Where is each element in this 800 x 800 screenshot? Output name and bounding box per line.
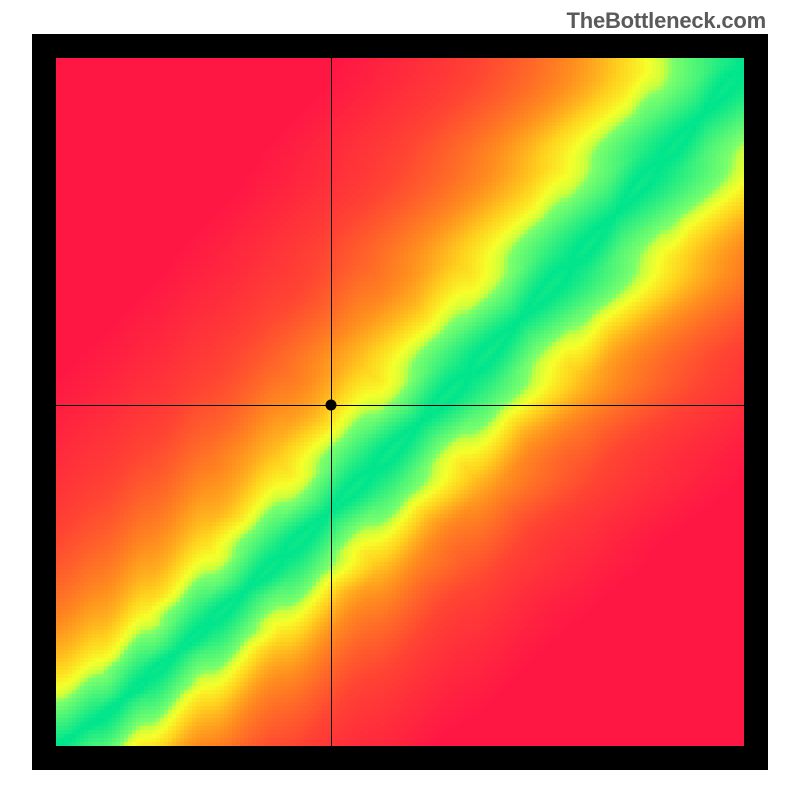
attribution-text: TheBottleneck.com <box>566 8 766 34</box>
crosshair-horizontal <box>56 405 744 406</box>
plot-outer-border <box>32 34 768 770</box>
bottleneck-heatmap <box>56 58 744 746</box>
selection-marker[interactable] <box>326 399 337 410</box>
